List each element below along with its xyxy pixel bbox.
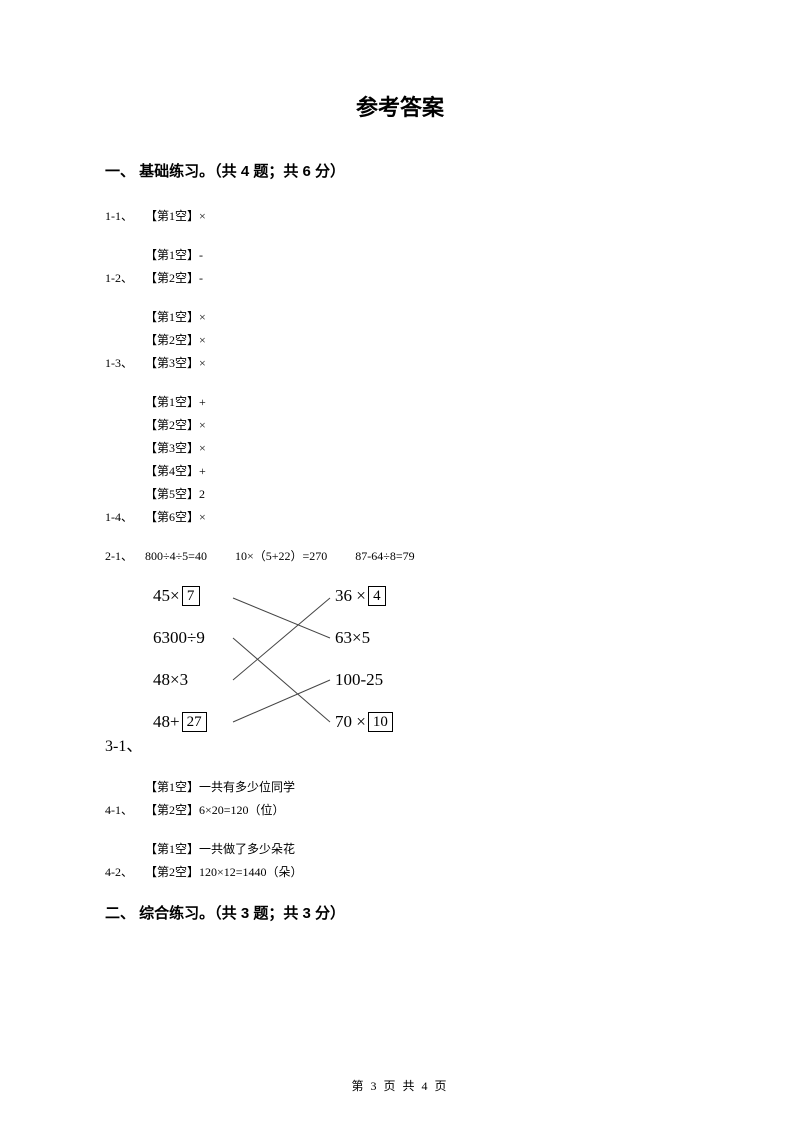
answer-body: 【第1空】+ 【第2空】× 【第3空】× 【第4空】+ 【第5空】2 【第6空】× bbox=[145, 393, 206, 525]
node-text: 48×3 bbox=[153, 670, 188, 690]
diagram-node-left: 48×3 bbox=[153, 670, 188, 690]
answer-body: 【第1空】× bbox=[145, 207, 206, 224]
equation: 800÷4÷5=40 bbox=[145, 549, 207, 563]
answer-number: 4-2、 bbox=[105, 863, 145, 880]
answer-line: 【第1空】+ bbox=[145, 393, 206, 410]
answer-number: 1-1、 bbox=[105, 207, 145, 224]
answer-number: 3-1、 bbox=[105, 732, 145, 756]
node-text: 48+ bbox=[153, 712, 180, 732]
answer-number: 1-3、 bbox=[105, 354, 145, 371]
answer-line: 【第2空】- bbox=[145, 269, 203, 286]
answer-line: 【第3空】× bbox=[145, 354, 206, 371]
answer-row: 4-1、【第1空】一共有多少位同学【第2空】6×20=120（位） bbox=[105, 778, 695, 818]
page-title: 参考答案 bbox=[105, 90, 695, 122]
equation-line: 800÷4÷5=40 10×（5+22）=270 87-64÷8=79 bbox=[145, 547, 443, 564]
diagram-node-right: 36 ×4 bbox=[335, 586, 386, 606]
diagram-node-right: 70 ×10 bbox=[335, 712, 393, 732]
node-text: 100-25 bbox=[335, 670, 383, 690]
node-box: 4 bbox=[368, 586, 386, 606]
node-box: 27 bbox=[182, 712, 207, 732]
answer-number: 1-2、 bbox=[105, 269, 145, 286]
answer-line: 【第1空】- bbox=[145, 246, 203, 263]
answer-number: 2-1、 bbox=[105, 547, 145, 564]
answer-line: 【第2空】6×20=120（位） bbox=[145, 801, 295, 818]
answer-line: 【第3空】× bbox=[145, 439, 206, 456]
answer-line: 【第4空】+ bbox=[145, 462, 206, 479]
diagram-node-left: 45×7 bbox=[153, 586, 200, 606]
matching-diagram: 45×7 6300÷9 48×3 48+27 36 ×4 63×5 100-25 70 ×10 bbox=[145, 586, 475, 756]
answer-line: 【第1空】× bbox=[145, 207, 206, 224]
answer-row: 4-2、【第1空】一共做了多少朵花【第2空】120×12=1440（朵） bbox=[105, 840, 695, 880]
answer-row: 2-1、800÷4÷5=40 10×（5+22）=270 87-64÷8=79 bbox=[105, 547, 695, 564]
page-footer: 第 3 页 共 4 页 bbox=[0, 1077, 800, 1094]
equation: 87-64÷8=79 bbox=[355, 549, 414, 563]
answer-row: 1-1、【第1空】× bbox=[105, 207, 695, 224]
answer-number: 4-1、 bbox=[105, 801, 145, 818]
answer-body: 【第1空】一共做了多少朵花【第2空】120×12=1440（朵） bbox=[145, 840, 303, 880]
answer-line: 【第5空】2 bbox=[145, 485, 206, 502]
answer-row-diagram: 3-1、 45×7 6300÷9 48×3 48+27 36 ×4 63×5 100-25 70… bbox=[105, 586, 695, 756]
answer-line: 【第6空】× bbox=[145, 508, 206, 525]
diagram-node-right: 63×5 bbox=[335, 628, 370, 648]
node-text: 45× bbox=[153, 586, 180, 606]
answer-row: 1-3、 【第1空】× 【第2空】× 【第3空】× bbox=[105, 308, 695, 371]
answer-number: 1-4、 bbox=[105, 508, 145, 525]
diagram-node-right: 100-25 bbox=[335, 670, 383, 690]
section1-heading: 一、 基础练习。（共 4 题；共 6 分） bbox=[105, 160, 695, 181]
answer-line: 【第2空】× bbox=[145, 331, 206, 348]
answer-line: 【第2空】120×12=1440（朵） bbox=[145, 863, 303, 880]
answer-body: 【第1空】一共有多少位同学【第2空】6×20=120（位） bbox=[145, 778, 295, 818]
equation: 10×（5+22）=270 bbox=[235, 549, 327, 563]
node-box: 10 bbox=[368, 712, 393, 732]
diagram-node-left: 6300÷9 bbox=[153, 628, 205, 648]
diagram-node-left: 48+27 bbox=[153, 712, 207, 732]
answer-line: 【第1空】一共做了多少朵花 bbox=[145, 840, 303, 857]
node-text: 63×5 bbox=[335, 628, 370, 648]
answer-line: 【第1空】× bbox=[145, 308, 206, 325]
answer-body: 【第1空】× 【第2空】× 【第3空】× bbox=[145, 308, 206, 371]
section2-heading: 二、 综合练习。（共 3 题；共 3 分） bbox=[105, 902, 695, 923]
node-text: 70 × bbox=[335, 712, 366, 732]
answer-line: 【第1空】一共有多少位同学 bbox=[145, 778, 295, 795]
answer-row: 1-2、【第1空】- 【第2空】- bbox=[105, 246, 695, 286]
answer-line: 【第2空】× bbox=[145, 416, 206, 433]
answer-row: 1-4、 【第1空】+ 【第2空】× 【第3空】× 【第4空】+ 【第5空】2 【第6空】× bbox=[105, 393, 695, 525]
answer-body: 800÷4÷5=40 10×（5+22）=270 87-64÷8=79 bbox=[145, 547, 443, 564]
answer-body: 【第1空】- 【第2空】- bbox=[145, 246, 203, 286]
node-box: 7 bbox=[182, 586, 200, 606]
section1-body: 1-1、【第1空】×1-2、【第1空】-【第2空】-1-3、【第1空】×【第2空… bbox=[105, 207, 695, 880]
node-text: 6300÷9 bbox=[153, 628, 205, 648]
node-text: 36 × bbox=[335, 586, 366, 606]
